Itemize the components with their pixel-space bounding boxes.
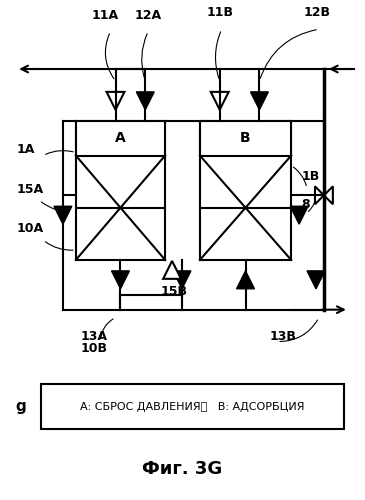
Polygon shape [324, 186, 333, 204]
Polygon shape [211, 92, 228, 110]
Polygon shape [163, 261, 181, 279]
Polygon shape [107, 92, 124, 110]
Polygon shape [237, 271, 254, 289]
Polygon shape [173, 271, 191, 289]
Text: 10A: 10A [16, 222, 43, 235]
Polygon shape [54, 206, 72, 224]
Text: 11A: 11A [92, 10, 119, 22]
Text: g: g [16, 399, 27, 414]
Text: 13A: 13A [81, 330, 108, 342]
Text: 12A: 12A [135, 10, 162, 22]
Bar [200, 120, 291, 156]
Text: 11B: 11B [206, 6, 233, 20]
Text: 1A: 1A [16, 142, 35, 156]
Text: А: СБРОС ДАВЛЕНИЯ、   В: АДСОРБЦИЯ: А: СБРОС ДАВЛЕНИЯ、 В: АДСОРБЦИЯ [80, 402, 305, 411]
Polygon shape [290, 206, 308, 224]
Text: 8: 8 [301, 198, 310, 211]
Bar [41, 384, 344, 429]
Text: 10B: 10B [81, 342, 108, 355]
Polygon shape [250, 92, 268, 110]
Bar [76, 120, 165, 260]
Polygon shape [112, 271, 130, 289]
Polygon shape [315, 186, 324, 204]
Polygon shape [137, 92, 154, 110]
Bar [76, 120, 165, 156]
Text: A: A [115, 131, 126, 145]
Text: Фиг. 3G: Фиг. 3G [142, 460, 222, 478]
Text: 1B: 1B [301, 170, 319, 183]
Text: 15B: 15B [160, 285, 187, 298]
Text: 15A: 15A [16, 184, 43, 196]
Text: B: B [240, 131, 251, 145]
Bar [200, 120, 291, 260]
Text: 13B: 13B [269, 330, 296, 342]
Polygon shape [307, 271, 325, 289]
Text: 12B: 12B [303, 6, 330, 20]
